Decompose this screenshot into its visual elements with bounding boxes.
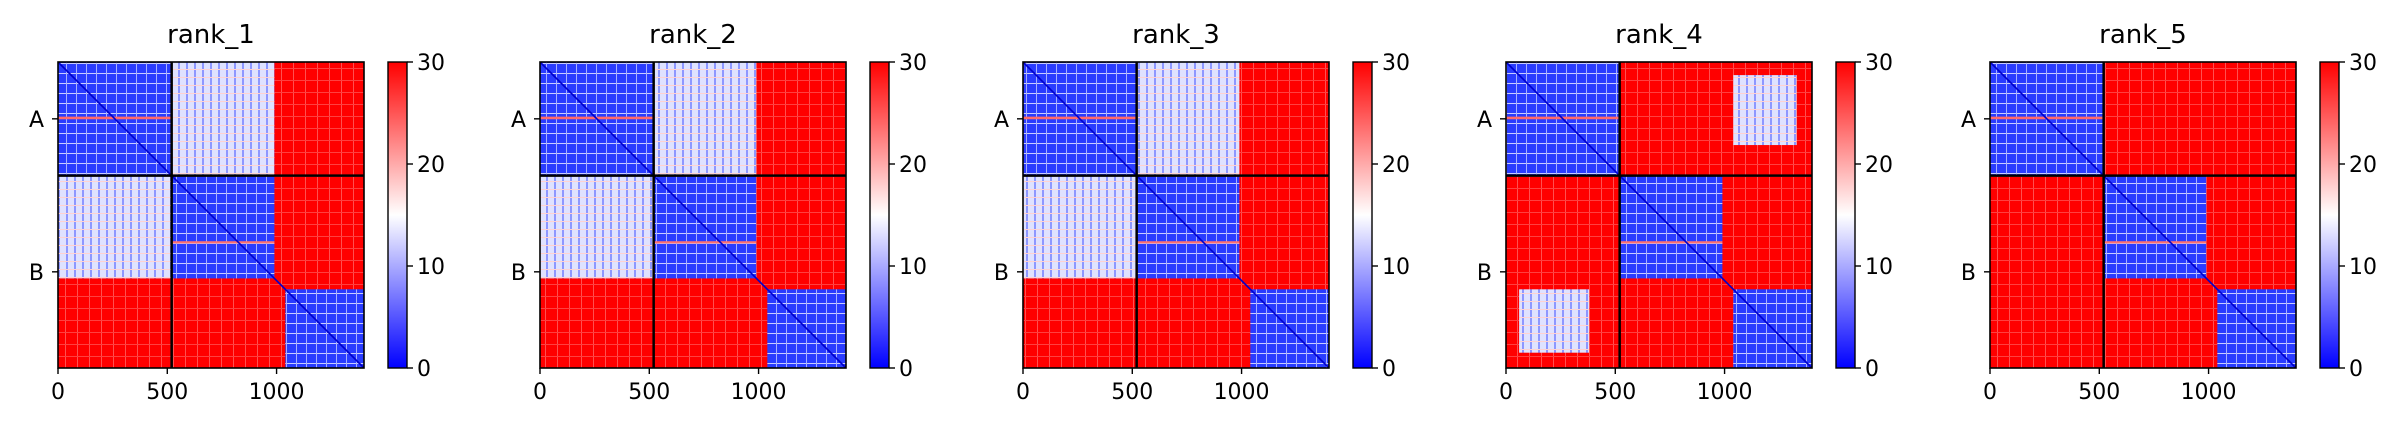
axes-frame — [1989, 61, 2297, 369]
x-tick-label: 1000 — [1697, 380, 1753, 405]
panel-2: rank_2 A B 0 500 1000 0 10 20 30 — [511, 20, 927, 405]
colorbar-tick-label: 10 — [1865, 255, 1893, 280]
y-tick-label: A — [994, 108, 1009, 133]
streak-b — [1136, 241, 1240, 244]
diagonal-line — [57, 61, 365, 369]
panel-3: rank_3 A B 0 500 1000 0 10 20 30 — [994, 20, 1410, 405]
colorbar-tick-label: 10 — [417, 255, 445, 280]
colorbar-tick-label: 30 — [417, 51, 445, 76]
colorbar-tick-label: 0 — [1865, 357, 1879, 382]
panel-title: rank_3 — [1132, 20, 1220, 50]
panel-4: rank_4 A B 0 500 1000 0 10 20 30 — [1477, 20, 1893, 405]
colorbar-tick-label: 0 — [417, 357, 431, 382]
y-tick-label: A — [1477, 108, 1492, 133]
colorbar-tick-label: 0 — [2349, 357, 2363, 382]
streak-b — [1619, 241, 1723, 244]
colorbar — [869, 61, 890, 369]
axes-frame — [57, 61, 365, 369]
y-tick-label: B — [994, 261, 1009, 286]
x-tick-label: 0 — [1016, 380, 1030, 405]
x-tick-label: 500 — [1594, 380, 1636, 405]
x-tick-label: 500 — [1111, 380, 1153, 405]
y-tick-label: B — [29, 261, 44, 286]
colorbar-tick-label: 10 — [1382, 255, 1410, 280]
colorbar — [2319, 61, 2340, 369]
y-tick-label: A — [511, 108, 526, 133]
panel-title: rank_5 — [2099, 20, 2187, 50]
colorbar-tick-label: 30 — [2349, 51, 2377, 76]
axes-frame — [539, 61, 847, 369]
colorbar-tick-label: 20 — [1382, 153, 1410, 178]
x-tick-label: 1000 — [731, 380, 787, 405]
axes-frame — [1505, 61, 1813, 369]
colorbar-tick-label: 30 — [899, 51, 927, 76]
diagonal-line — [539, 61, 847, 369]
panel-title: rank_4 — [1615, 20, 1703, 50]
panel-5: rank_5 A B 0 500 1000 0 10 20 30 — [1961, 20, 2377, 405]
streak-b — [2103, 241, 2207, 244]
x-tick-label: 1000 — [1214, 380, 1270, 405]
x-tick-label: 500 — [146, 380, 188, 405]
axes-frame — [1022, 61, 1330, 369]
panel-title: rank_2 — [649, 20, 737, 50]
colorbar — [1835, 61, 1856, 369]
block-ab-lower-patch — [1519, 289, 1590, 353]
colorbar-tick-label: 20 — [1865, 153, 1893, 178]
block-ab-upper — [1136, 62, 1240, 176]
x-tick-label: 500 — [628, 380, 670, 405]
x-tick-label: 500 — [2078, 380, 2120, 405]
x-tick-label: 0 — [1499, 380, 1513, 405]
colorbar-tick-label: 10 — [899, 255, 927, 280]
x-tick-label: 1000 — [2181, 380, 2237, 405]
x-tick-label: 0 — [1983, 380, 1997, 405]
colorbar-tick-label: 20 — [417, 153, 445, 178]
panel-title: rank_1 — [167, 20, 255, 50]
block-ab-lower — [58, 175, 172, 279]
diagonal-line — [1505, 61, 1813, 369]
diagonal-line — [1022, 61, 1330, 369]
y-tick-label: A — [29, 108, 44, 133]
colorbar — [1352, 61, 1373, 369]
panel-1: rank_1 A B 0 500 1000 0 10 20 30 — [29, 20, 445, 405]
block-ab-upper-patch — [1733, 75, 1797, 146]
block-ab-upper — [171, 62, 275, 176]
block-ab-lower — [1023, 175, 1137, 279]
x-tick-label: 0 — [533, 380, 547, 405]
y-tick-label: B — [1961, 261, 1976, 286]
colorbar-tick-label: 30 — [1382, 51, 1410, 76]
y-tick-label: B — [511, 261, 526, 286]
streak-b — [171, 241, 275, 244]
x-tick-label: 1000 — [249, 380, 305, 405]
y-tick-label: B — [1477, 261, 1492, 286]
colorbar-tick-label: 0 — [899, 357, 913, 382]
diagonal-line — [1989, 61, 2297, 369]
colorbar-tick-label: 20 — [2349, 153, 2377, 178]
block-ab-lower — [540, 175, 654, 279]
streak-b — [653, 241, 757, 244]
y-tick-label: A — [1961, 108, 1976, 133]
block-ab-upper — [653, 62, 757, 176]
colorbar-tick-label: 0 — [1382, 357, 1396, 382]
colorbar-tick-label: 20 — [899, 153, 927, 178]
x-tick-label: 0 — [51, 380, 65, 405]
colorbar-tick-label: 10 — [2349, 255, 2377, 280]
colorbar — [387, 61, 408, 369]
colorbar-tick-label: 30 — [1865, 51, 1893, 76]
